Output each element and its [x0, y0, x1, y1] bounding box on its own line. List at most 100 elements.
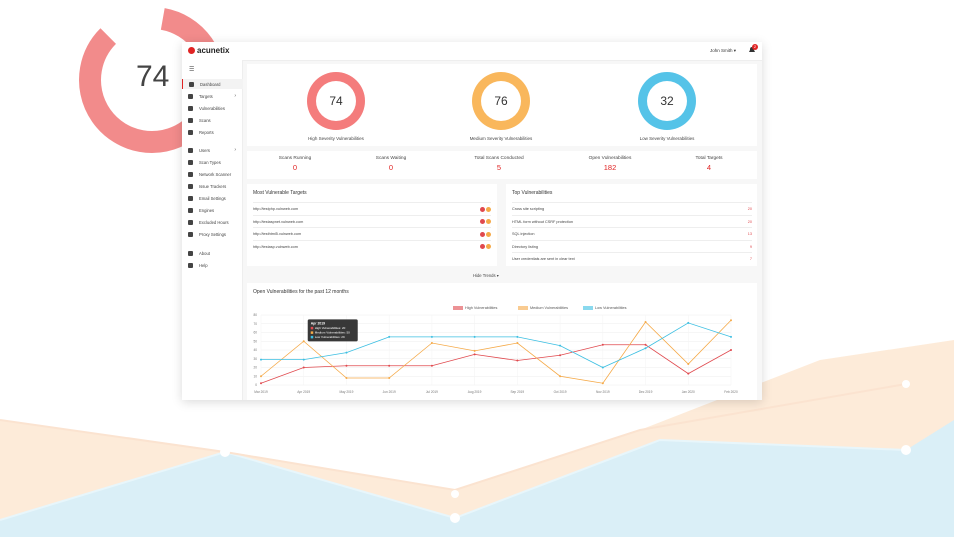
data-point: [687, 372, 690, 375]
sidebar-item-excluded-hours[interactable]: Excluded Hours: [182, 217, 242, 227]
sidebar-item-label: Scan Types: [199, 159, 221, 165]
data-point: [388, 364, 391, 367]
severity-dots: [479, 244, 491, 249]
x-tick-label: Feb 2020: [724, 390, 738, 394]
vulnerability-row[interactable]: Directory listing 9: [512, 239, 752, 253]
stat-item[interactable]: Open Vulnerabilities 182: [570, 156, 650, 172]
stat-label: Total Targets: [695, 156, 723, 161]
globe-icon: [188, 159, 193, 165]
user-menu[interactable]: John Smith ▾: [709, 48, 736, 53]
info-icon: [188, 250, 193, 256]
vulnerability-name: User credentials are sent in clear text: [512, 257, 575, 261]
y-tick-label: 50: [253, 339, 257, 343]
medium-severity-dot: [486, 231, 491, 237]
sidebar-item-network-scanner[interactable]: Network Scanner: [182, 169, 242, 179]
target-icon: [188, 93, 193, 99]
target-row[interactable]: http://testhtml5.vulnweb.com: [253, 227, 491, 240]
sidebar-item-email-settings[interactable]: Email Settings: [182, 193, 242, 203]
tooltip-line: High Vulnerabilities: 20: [315, 326, 346, 330]
sidebar-item-label: Help: [199, 262, 208, 268]
dashboard-icon: [189, 81, 194, 87]
vulnerability-row[interactable]: SQL injection 13: [512, 227, 752, 240]
hide-trends-toggle[interactable]: Hide Trends ▾: [473, 273, 499, 278]
stat-label: Scans Waiting: [375, 156, 407, 161]
users-icon: [188, 147, 193, 153]
tooltip-title: Apr 2019: [311, 321, 325, 325]
sidebar-item-users[interactable]: Users ›: [182, 145, 242, 155]
sidebar-item-help[interactable]: Help: [182, 260, 242, 270]
sidebar-item-proxy-settings[interactable]: Proxy Settings: [182, 229, 242, 239]
data-point: [601, 366, 604, 369]
notification-badge: 2: [752, 44, 758, 50]
data-point: [302, 358, 305, 361]
vulnerability-row[interactable]: Cross site scripting 20: [512, 202, 752, 215]
data-point: [345, 364, 348, 367]
hamburger-icon[interactable]: ☰: [189, 67, 195, 73]
data-point: [430, 364, 433, 367]
sidebar-item-reports[interactable]: Reports: [182, 127, 242, 137]
sidebar-item-issue-trackers[interactable]: Issue Trackers: [182, 181, 242, 191]
data-point: [430, 342, 433, 344]
x-tick-label: Jan 2020: [682, 390, 695, 394]
legend-swatch: [453, 306, 463, 310]
sidebar-item-about[interactable]: About: [182, 248, 242, 258]
gauge-value: 76: [481, 81, 521, 121]
tooltip-line: Low Vulnerabilities: 29: [315, 335, 345, 339]
legend-item[interactable]: Medium Vulnerabilities: [518, 306, 568, 310]
target-row[interactable]: http://testasp.vulnweb.com: [253, 239, 491, 253]
medium-severity-dot: [486, 244, 491, 249]
email-icon: [188, 195, 193, 201]
legend-item[interactable]: Low Vulnerabilities: [583, 306, 627, 310]
x-tick-label: Oct 2019: [554, 390, 567, 394]
data-point: [473, 335, 476, 338]
legend-item[interactable]: High Vulnerabilities: [453, 306, 497, 310]
tooltip-swatch: [310, 331, 314, 334]
sidebar-item-vulnerabilities[interactable]: Vulnerabilities: [182, 103, 242, 113]
legend-swatch: [583, 306, 593, 310]
y-tick-label: 30: [253, 357, 257, 361]
sidebar-item-targets[interactable]: Targets ›: [182, 91, 242, 101]
stat-label: Open Vulnerabilities: [588, 156, 632, 161]
vulnerability-row[interactable]: User credentials are sent in clear text 7: [512, 252, 752, 265]
severity-gauge[interactable]: 76: [472, 72, 530, 130]
report-icon: [188, 129, 193, 135]
engine-icon: [188, 207, 193, 213]
data-point: [345, 377, 348, 379]
severity-gauge[interactable]: 32: [638, 72, 696, 130]
stat-item[interactable]: Total Scans Conducted 5: [459, 156, 539, 172]
vulnerability-row[interactable]: HTML form without CSRF protection 20: [512, 214, 752, 228]
stat-value: 0: [388, 163, 394, 172]
stat-item[interactable]: Total Targets 4: [669, 156, 749, 172]
stat-value: 5: [496, 163, 502, 172]
vulnerability-name: Cross site scripting: [512, 207, 545, 211]
sidebar-item-engines[interactable]: Engines: [182, 205, 242, 215]
top-bar: acunetix John Smith ▾ 2: [182, 42, 762, 61]
severity-dots: [479, 231, 491, 237]
sidebar-item-scan-types[interactable]: Scan Types: [182, 157, 242, 167]
data-point: [644, 343, 647, 346]
vulnerability-count: 7: [749, 257, 752, 261]
data-point: [516, 359, 519, 362]
target-row[interactable]: http://testphp.vulnweb.com: [253, 202, 491, 215]
x-tick-label: May 2019: [339, 390, 353, 394]
legend-label: Medium Vulnerabilities: [530, 306, 569, 310]
sidebar-item-dashboard[interactable]: Dashboard: [182, 79, 243, 89]
top-vulnerabilities-title: Top Vulnerabilities: [512, 190, 553, 196]
data-point: [473, 353, 476, 356]
chart-node-dot: [902, 380, 910, 388]
chevron-right-icon: ›: [234, 93, 236, 99]
target-row[interactable]: http://testaspnet.vulnweb.com: [253, 214, 491, 228]
stat-value: 4: [706, 163, 712, 172]
sidebar-item-scans[interactable]: Scans: [182, 115, 242, 125]
medium-severity-dot: [486, 219, 491, 224]
stat-item[interactable]: Scans Waiting 0: [351, 156, 431, 172]
stat-item[interactable]: Scans Running 0: [255, 156, 335, 172]
clock-icon: [188, 219, 193, 225]
data-point: [730, 349, 732, 351]
severity-gauge[interactable]: 74: [307, 72, 365, 130]
tooltip-swatch: [310, 326, 314, 330]
scan-icon: [188, 117, 193, 123]
stat-value: 182: [603, 163, 617, 172]
chart-node-dot: [451, 490, 459, 498]
logo[interactable]: acunetix: [188, 46, 229, 55]
